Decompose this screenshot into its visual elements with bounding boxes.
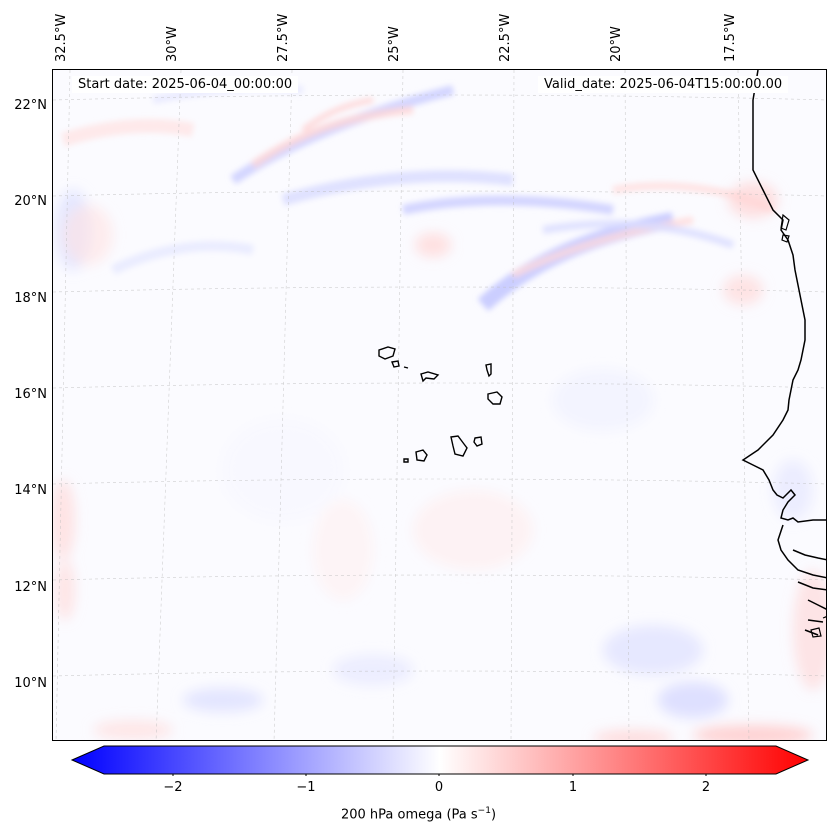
lat-label-14n: 14°N xyxy=(14,483,47,498)
coastline-small-islands xyxy=(780,213,826,638)
colorbar-tick-1: 1 xyxy=(568,780,578,795)
colorbar-tick-0: 0 xyxy=(434,780,444,795)
lon-label-32-5w: 32.5°W xyxy=(54,13,69,62)
lat-label-16n: 16°N xyxy=(14,387,47,402)
map-panel xyxy=(52,69,827,741)
lon-label-20w: 20°W xyxy=(609,26,624,62)
lon-label-25w: 25°W xyxy=(387,26,402,62)
coastline xyxy=(741,70,826,636)
lon-label-22-5w: 22.5°W xyxy=(498,13,513,62)
lat-label-20n: 20°N xyxy=(14,194,47,209)
start-date-label: Start date: 2025-06-04_00:00:00 xyxy=(72,76,299,93)
colorbar-tick-neg1: −1 xyxy=(296,780,316,795)
colorbar-label: 200 hPa omega (Pa s−1) xyxy=(0,806,837,822)
lon-label-30w: 30°W xyxy=(165,26,180,62)
omega-field-shading xyxy=(53,84,826,740)
colorbar-tick-2: 2 xyxy=(701,780,711,795)
colorbar-label-exponent: −1 xyxy=(477,806,491,816)
lat-label-10n: 10°N xyxy=(14,676,47,691)
valid-date-label: Valid_date: 2025-06-04T15:00:00.00 xyxy=(538,76,789,93)
cape-verde-islands xyxy=(378,346,503,463)
lat-label-22n: 22°N xyxy=(14,98,47,113)
colorbar-label-main: 200 hPa omega (Pa s xyxy=(340,807,478,823)
colorbar-bar xyxy=(70,745,810,775)
graticule-lines xyxy=(53,70,826,740)
lat-label-12n: 12°N xyxy=(14,580,47,595)
colorbar xyxy=(70,745,810,776)
lon-label-27-5w: 27.5°W xyxy=(276,13,291,62)
colorbar-ticks xyxy=(172,774,707,776)
lat-label-18n: 18°N xyxy=(14,291,47,306)
omega-field-map xyxy=(53,70,826,740)
colorbar-label-end: ) xyxy=(490,807,497,823)
lon-label-17-5w: 17.5°W xyxy=(723,13,738,62)
colorbar-tick-neg2: −2 xyxy=(163,780,183,795)
